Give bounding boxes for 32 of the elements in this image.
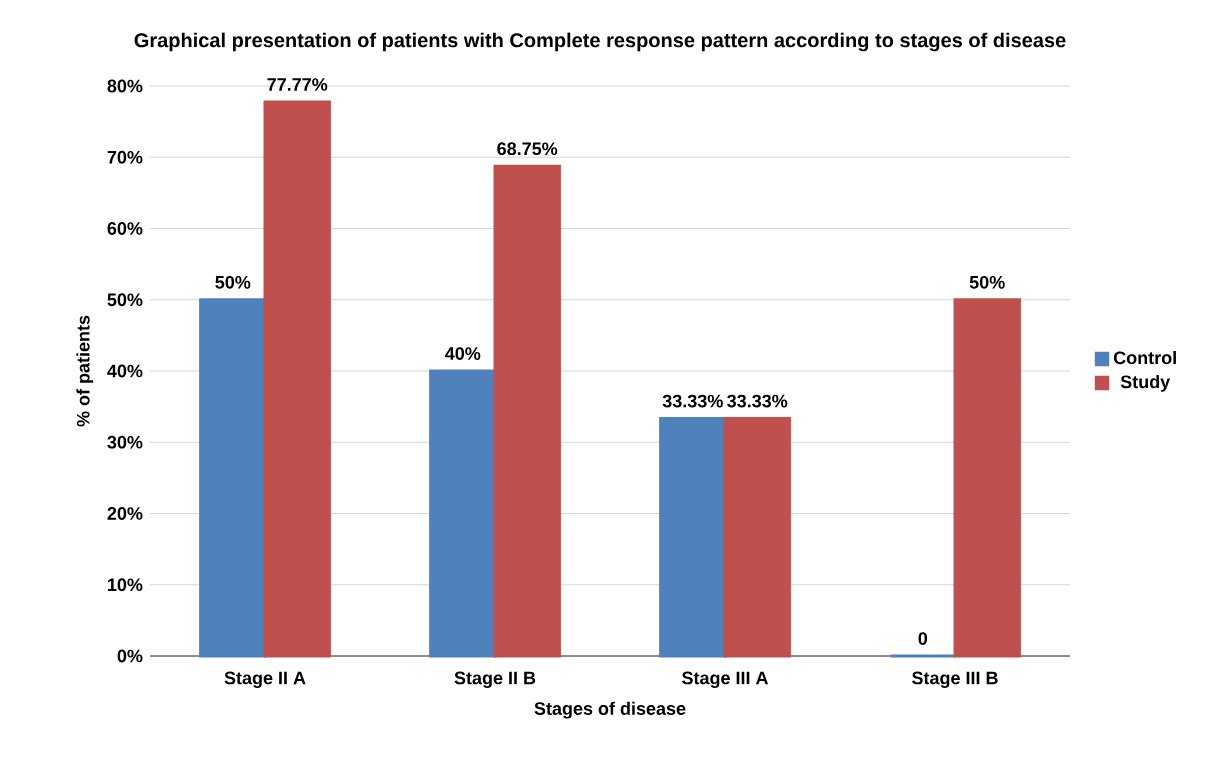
bar	[493, 164, 561, 658]
bar	[953, 298, 1021, 658]
bar	[659, 417, 727, 658]
data-label: 40%	[445, 347, 481, 360]
x-tick-label: Stage II A	[224, 671, 306, 688]
y-tick-label: 50%	[107, 293, 143, 307]
y-tick-label: 10%	[108, 578, 143, 592]
bar	[723, 417, 791, 658]
x-axis-title: Stages of disease	[534, 701, 686, 719]
y-tick-label: 20%	[107, 507, 143, 520]
x-tick-label: Stage II B	[454, 671, 536, 688]
y-tick-label: 80%	[107, 79, 143, 93]
bar	[429, 369, 497, 658]
y-tick-label: 60%	[107, 222, 143, 235]
y-tick-label: 0%	[117, 649, 143, 663]
data-label: 50%	[969, 275, 1005, 289]
data-label: 77.77%	[267, 78, 328, 91]
legend-label: Study	[1120, 374, 1171, 392]
data-label: 50%	[215, 275, 251, 289]
data-label: 33.33%	[662, 394, 723, 408]
x-tick-label: Stage III B	[912, 671, 998, 688]
y-axis-title: % of patients	[76, 315, 94, 427]
x-tick-label: Stage III A	[682, 671, 769, 688]
y-tick-label: 40%	[107, 364, 143, 378]
data-label: 33.33%	[727, 394, 788, 408]
bar	[263, 100, 331, 658]
y-tick-label: 70%	[107, 150, 143, 164]
data-label: 68.75%	[497, 142, 558, 156]
chart-title: Graphical presentation of patients with Complete response pattern according to stages of disease	[134, 32, 1066, 52]
legend-label: Control	[1113, 350, 1176, 365]
y-tick-label: 30%	[107, 435, 143, 449]
data-label: 0	[918, 632, 928, 645]
